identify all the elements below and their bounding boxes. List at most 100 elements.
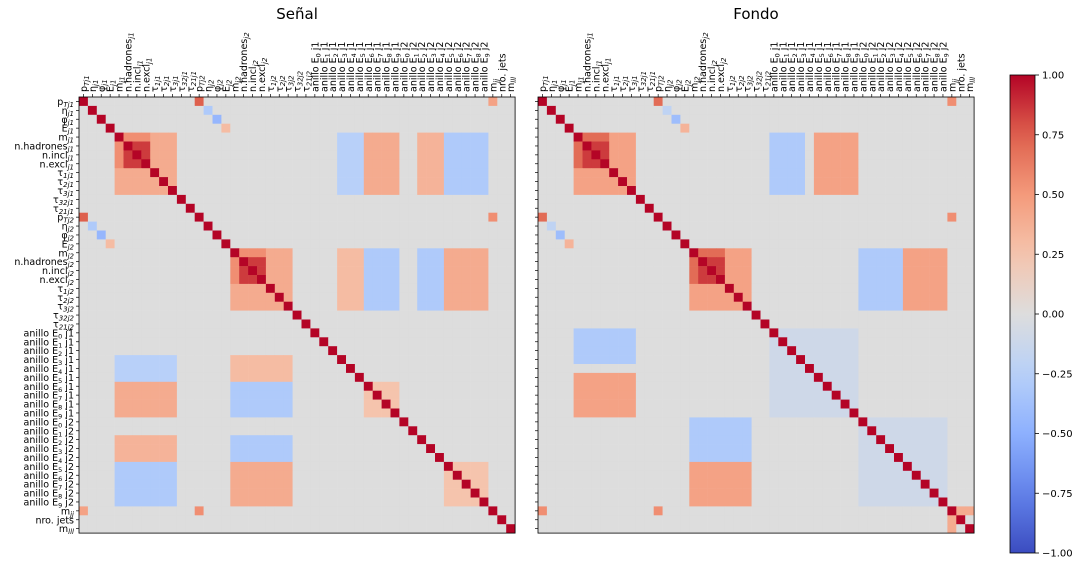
heatmap-cell <box>894 479 904 489</box>
heatmap-cell <box>239 141 249 151</box>
heatmap-cell <box>573 453 583 463</box>
heatmap-cell <box>627 497 637 507</box>
heatmap-cell <box>573 497 583 507</box>
heatmap-cell <box>796 203 806 213</box>
heatmap-cell <box>538 488 548 498</box>
heatmap-cell <box>497 461 507 472</box>
heatmap-cell <box>203 497 213 507</box>
heatmap-cell <box>849 479 859 489</box>
heatmap-cell <box>582 292 592 302</box>
heatmap-cell <box>159 319 169 329</box>
heatmap-cell <box>867 97 877 107</box>
heatmap-cell <box>644 275 654 285</box>
heatmap-cell <box>600 150 610 160</box>
heatmap-cell <box>938 230 948 240</box>
heatmap-cell <box>426 105 436 116</box>
heatmap-cell <box>248 212 258 222</box>
heatmap-cell <box>150 337 160 347</box>
heatmap-cell <box>354 444 365 454</box>
heatmap-cell <box>168 168 178 178</box>
heatmap-cell <box>840 266 850 276</box>
heatmap-cell <box>381 239 391 249</box>
heatmap-cell <box>408 301 418 311</box>
heatmap-cell <box>938 417 948 427</box>
heatmap-cell <box>573 105 583 116</box>
heatmap-cell <box>292 105 302 116</box>
heatmap-cell <box>698 301 708 311</box>
heatmap-cell <box>470 417 480 427</box>
heatmap-cell <box>310 515 320 525</box>
heatmap-cell <box>123 177 133 187</box>
heatmap-cell <box>221 417 231 427</box>
heatmap-cell <box>947 346 957 356</box>
heatmap-cell <box>185 390 195 400</box>
heatmap-cell <box>310 479 320 489</box>
heatmap-cell <box>337 364 347 374</box>
heatmap-cell <box>689 292 699 302</box>
heatmap-cell <box>328 479 338 489</box>
heatmap-cell <box>105 186 115 196</box>
heatmap-cell <box>689 114 699 124</box>
heatmap-cell <box>796 248 806 258</box>
heatmap-cell <box>310 194 320 205</box>
heatmap-cell <box>805 435 815 445</box>
heatmap-cell <box>689 177 699 187</box>
heatmap-cell <box>87 355 98 365</box>
heatmap-cell <box>796 524 806 534</box>
heatmap-cell <box>506 444 516 454</box>
heatmap-cell <box>265 266 276 276</box>
heatmap-cell <box>390 275 400 285</box>
heatmap-cell <box>653 239 663 249</box>
heatmap-cell <box>858 524 868 534</box>
heatmap-cell <box>363 453 373 463</box>
heatmap-cell <box>894 524 904 534</box>
heatmap-cell <box>168 123 178 133</box>
heatmap-cell <box>363 159 373 169</box>
heatmap-cell <box>707 150 717 160</box>
heatmap-cell <box>141 444 151 454</box>
heatmap-cell <box>141 470 151 480</box>
heatmap-cell <box>769 310 779 320</box>
heatmap-cell <box>573 177 583 187</box>
heatmap-cell <box>716 150 726 160</box>
heatmap-cell <box>813 461 824 472</box>
heatmap-cell <box>947 426 957 436</box>
heatmap-cell <box>230 150 240 160</box>
heatmap-cell <box>221 364 231 374</box>
heatmap-cell <box>582 524 592 534</box>
heatmap-cell <box>185 372 195 383</box>
heatmap-cell <box>479 114 489 124</box>
heatmap-cell <box>461 470 471 480</box>
heatmap-cell <box>813 105 824 116</box>
heatmap-cell <box>805 283 815 294</box>
heatmap-cell <box>408 470 418 480</box>
heatmap-cell <box>212 292 222 302</box>
heatmap-cell <box>435 470 445 480</box>
heatmap-cell <box>123 275 133 285</box>
heatmap-cell <box>114 283 124 294</box>
heatmap-cell <box>867 292 877 302</box>
heatmap-cell <box>96 417 106 427</box>
heatmap-cell <box>159 453 169 463</box>
heatmap-cell <box>301 177 311 187</box>
heatmap-cell <box>390 203 400 213</box>
heatmap-cell <box>867 248 877 258</box>
heatmap-cell <box>79 159 89 169</box>
heatmap-cell <box>461 168 471 178</box>
heatmap-cell <box>372 390 382 400</box>
heatmap-cell <box>600 390 610 400</box>
heatmap-cell <box>876 186 886 196</box>
heatmap-cell <box>194 372 204 383</box>
heatmap-cell <box>426 194 436 205</box>
heatmap-cell <box>470 515 480 525</box>
heatmap-cell <box>159 461 169 472</box>
heatmap-cell <box>390 346 400 356</box>
heatmap-cell <box>635 435 646 445</box>
heatmap-cell <box>680 497 690 507</box>
heatmap-cell <box>680 488 690 498</box>
heatmap-cell <box>671 97 681 107</box>
heatmap-cell <box>609 319 619 329</box>
heatmap-cell <box>707 186 717 196</box>
heatmap-cell <box>372 488 382 498</box>
heatmap-cell <box>707 310 717 320</box>
